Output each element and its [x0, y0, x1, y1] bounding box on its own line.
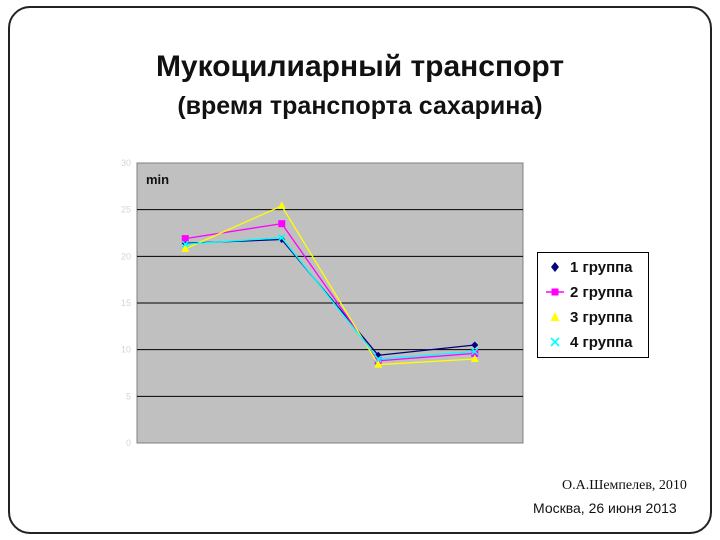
- chart-legend: 1 группа 2 группа 3 группа 4 группа: [537, 252, 649, 358]
- legend-item-3: 3 группа: [546, 307, 633, 327]
- series-lines: [181, 201, 479, 368]
- data-point-s4-4: [471, 348, 479, 356]
- slide-subtitle: (время транспорта сахарина): [177, 92, 543, 120]
- y-axis-label: min: [146, 172, 169, 187]
- legend-marker-3: [550, 312, 560, 321]
- gridlines: [137, 209, 523, 397]
- data-point-s3-4: [470, 354, 479, 362]
- legend-label-2: 2 группа: [570, 283, 633, 301]
- y-tick-label-1: 5: [126, 391, 131, 401]
- y-tick-label-2: 10: [121, 345, 131, 355]
- legend-label-3: 3 группа: [570, 308, 633, 326]
- data-point-s2-4: [471, 349, 479, 357]
- legend-marker-1: [551, 262, 559, 272]
- y-tick-labels: 0 5 10 15 20 25 30: [121, 158, 131, 448]
- y-tick-label-4: 20: [121, 251, 131, 261]
- legend-marker-2: [546, 288, 564, 296]
- data-point-s3-3: [374, 360, 383, 368]
- data-point-s2-2: [278, 220, 286, 228]
- y-tick-label-5: 25: [121, 205, 131, 215]
- series-line-3: [184, 205, 475, 366]
- legend-item-2: 2 группа: [546, 282, 633, 302]
- y-tick-label-3: 15: [121, 298, 131, 308]
- data-point-s4-1: [181, 240, 189, 248]
- legend-label-1: 1 группа: [570, 258, 633, 276]
- legend-item-4: 4 группа: [546, 332, 633, 352]
- data-point-s1-4: [471, 341, 479, 349]
- place-and-date: Москва, 26 июня 2013: [533, 500, 677, 516]
- series-line-2: [185, 222, 475, 362]
- legend-item-1: 1 группа: [546, 257, 633, 277]
- legend-marker-4: [550, 337, 560, 347]
- data-point-s3-1: [181, 244, 190, 252]
- data-point-s4-3: [374, 355, 382, 363]
- legend-label-4: 4 группа: [570, 333, 633, 351]
- author-credit: О.А.Шемпелев, 2010: [562, 478, 687, 493]
- slide-title: Мукоцилиарный транспорт: [155, 50, 565, 83]
- series-line-4: [185, 236, 475, 360]
- data-point-s2-1: [181, 235, 189, 243]
- data-point-s4-2: [278, 234, 286, 242]
- data-point-s3-2: [277, 201, 286, 209]
- y-tick-label-0: 0: [126, 438, 131, 448]
- y-tick-label-6: 30: [121, 158, 131, 168]
